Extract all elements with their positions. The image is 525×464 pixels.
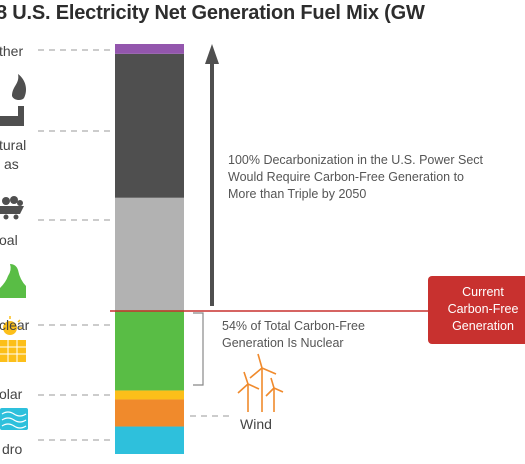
label-natural-gas-line2: as xyxy=(4,156,19,172)
note-line: Would Require Carbon-Free Generation to xyxy=(228,170,465,184)
callout-line: Generation xyxy=(452,319,514,333)
note-line: More than Triple by 2050 xyxy=(228,187,367,201)
callout-line: Carbon-Free xyxy=(447,302,519,316)
label-coal: oal xyxy=(0,232,18,248)
gas-flame-icon xyxy=(0,74,26,126)
nuclear-bracket xyxy=(193,312,204,386)
bar-segment-wind xyxy=(115,399,184,427)
stacked-bar xyxy=(115,44,184,454)
wind-turbine-icon xyxy=(237,353,284,412)
label-nuclear: clear xyxy=(0,317,30,333)
bar-segment-coal xyxy=(115,197,184,311)
label-other: ther xyxy=(0,43,24,59)
nuclear-plant-icon xyxy=(0,264,26,298)
chart-title: 8 U.S. Electricity Net Generation Fuel M… xyxy=(0,2,425,24)
current-generation-callout: Current Carbon-Free Generation xyxy=(428,276,525,344)
guide-lines xyxy=(38,49,232,441)
solar-panel-icon xyxy=(0,316,26,362)
decarbonization-note: 100% Decarbonization in the U.S. Power S… xyxy=(228,152,483,203)
note-line: 100% Decarbonization in the U.S. Power S… xyxy=(228,153,483,167)
bar-segment-nuclear xyxy=(115,310,184,391)
note-line: Generation Is Nuclear xyxy=(222,336,344,350)
note-line: 54% of Total Carbon-Free xyxy=(222,319,365,333)
label-hydro: dro xyxy=(2,441,23,457)
callout-line: Current xyxy=(462,285,504,299)
bar-segment-natural-gas xyxy=(115,53,184,198)
bar-segment-solar xyxy=(115,390,184,400)
bar-segment-other xyxy=(115,44,184,54)
label-natural-gas-line1: tural xyxy=(0,137,27,153)
hydro-dam-icon xyxy=(0,408,28,430)
label-solar: olar xyxy=(0,386,23,402)
tripling-arrow xyxy=(205,44,219,306)
label-wind: Wind xyxy=(240,416,272,432)
coal-cart-icon xyxy=(0,196,24,220)
bar-segment-hydro xyxy=(115,426,184,454)
nuclear-share-note: 54% of Total Carbon-Free Generation Is N… xyxy=(222,318,365,352)
